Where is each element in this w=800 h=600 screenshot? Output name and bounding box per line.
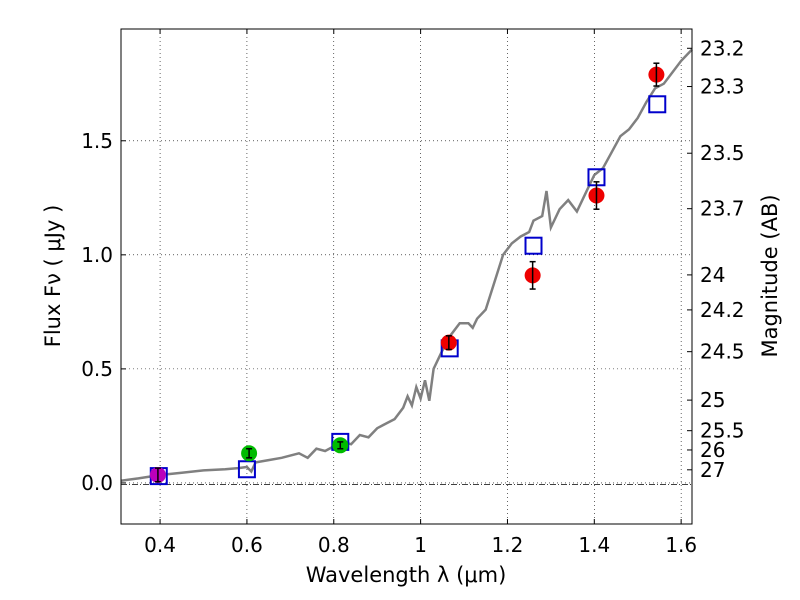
grid [121,29,692,524]
mag-tick-label: 25.5 [700,419,745,443]
y-tick-label: 0.0 [81,471,113,495]
y-tick-label: 0.5 [81,357,113,381]
mag-tick-label: 23.2 [700,36,745,60]
x-tick-label: 0.8 [318,533,350,557]
ticks: 0.4 0.6 0.8 1 1.2 1.4 1.6 0.0 0.5 1.0 1.5 23.2 23.3 2… [81,29,745,557]
series-layer [120,48,693,486]
x-tick-label: 0.4 [144,533,176,557]
spectrum-line [120,48,693,482]
x-tick-label: 1.2 [492,533,524,557]
x-axis-label: Wavelength λ (μm) [306,563,507,587]
x-tick-label: 1.4 [578,533,610,557]
y-tick-label: 1.0 [81,243,113,267]
mag-tick-label: 23.3 [700,75,745,99]
y-tick-label: 1.5 [81,129,113,153]
mag-tick-label: 24.5 [700,340,745,364]
mag-tick-label: 23.5 [700,141,745,165]
mag-tick-label: 27 [700,458,725,482]
x-tick-label: 1 [414,533,427,557]
mag-tick-label: 24.2 [700,298,745,322]
model-square [237,460,256,479]
mag-tick-label: 25 [700,388,725,412]
mag-tick-label: 23.7 [700,197,745,221]
mag-tick-label: 26 [700,438,725,462]
y2-axis-label: Magnitude (AB) [758,194,782,357]
model-square [648,95,667,114]
model-square [524,236,543,255]
x-tick-label: 1.6 [665,533,697,557]
plot-frame [120,28,693,525]
x-tick-label: 0.6 [231,533,263,557]
y-axis-label: Flux Fν ( μJy ) [41,205,65,348]
mag-tick-label: 24 [700,263,725,287]
